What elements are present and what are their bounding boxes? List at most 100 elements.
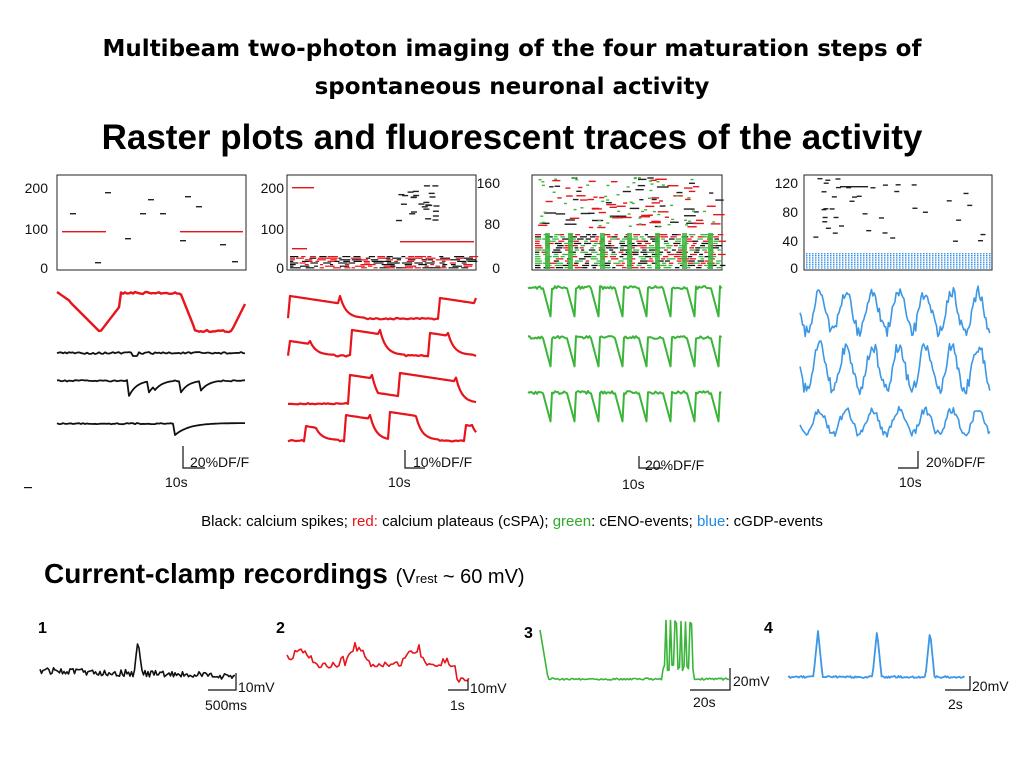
raster4-dense-band xyxy=(836,262,838,264)
cc3-scale-bar xyxy=(690,668,731,691)
raster2-dense-band xyxy=(373,267,378,269)
raster4-dense-band xyxy=(986,265,988,267)
raster3-dense-band xyxy=(565,249,571,251)
raster4-dense-band xyxy=(932,260,934,262)
raster4-dense-band xyxy=(872,256,874,258)
raster4-dense-band xyxy=(923,265,925,267)
raster3-dense-band xyxy=(585,260,590,262)
raster4-dense-band xyxy=(818,263,820,265)
raster3-green-event xyxy=(692,210,696,212)
trace1-black-spikes xyxy=(56,422,245,436)
raster4-dense-band xyxy=(977,256,979,258)
raster4-dense-band xyxy=(989,253,991,255)
raster2-dense-band xyxy=(351,267,356,269)
raster3-green-event xyxy=(667,223,671,226)
raster2-dense-band xyxy=(441,260,446,262)
raster2-spike xyxy=(423,201,430,204)
raster3-green-event xyxy=(597,219,601,222)
raster3-dense-band xyxy=(666,251,671,253)
raster3-dense-band xyxy=(594,262,601,264)
raster4-dense-band xyxy=(842,254,844,256)
raster4-dense-band xyxy=(977,267,979,269)
raster1-frame xyxy=(56,174,247,271)
raster4-dense-band xyxy=(833,258,835,260)
raster4-dense-band xyxy=(884,258,886,260)
raster3-event xyxy=(565,187,571,189)
raster4-dense-band xyxy=(815,263,817,265)
raster4-dense-band xyxy=(953,265,955,267)
raster3-dense-band xyxy=(672,258,676,260)
raster3-event xyxy=(639,198,644,201)
title-line-2: spontaneous neuronal activity xyxy=(314,74,710,100)
raster4-dense-band xyxy=(926,265,928,267)
raster3-dense-band xyxy=(583,256,591,258)
raster3-dense-band xyxy=(555,258,564,260)
raster4-dense-band xyxy=(851,265,853,267)
trace4-blue-gdp xyxy=(799,340,991,396)
raster4-dense-band xyxy=(917,256,919,258)
raster3-dense-band xyxy=(570,238,576,240)
raster3-dense-band xyxy=(636,245,642,247)
raster4-dense-band xyxy=(980,254,982,256)
raster4-dense-band xyxy=(935,265,937,267)
raster3-event xyxy=(645,205,655,208)
cc1-scale-y: 10mV xyxy=(238,679,275,695)
raster4-dense-band xyxy=(815,258,817,260)
raster2-dense-band xyxy=(301,256,306,258)
raster4-dense-band xyxy=(896,263,898,265)
raster2-dense-band xyxy=(359,259,368,261)
cc3-scale-x: 20s xyxy=(693,694,716,710)
raster4-dense-band xyxy=(875,262,877,264)
raster3-dense-band xyxy=(590,258,599,260)
raster3-dense-band xyxy=(644,234,649,236)
raster3-dense-band xyxy=(573,242,582,245)
raster3-dense-band xyxy=(663,242,670,245)
raster4-dense-band xyxy=(959,256,961,258)
raster3-dense-band xyxy=(662,256,669,258)
raster3-event xyxy=(606,203,617,206)
raster3-dense-band xyxy=(637,262,645,264)
raster4-spike xyxy=(823,208,829,210)
raster2-dense-band xyxy=(396,259,402,261)
raster3-dense-band xyxy=(619,242,625,245)
raster3-dense-band xyxy=(613,262,621,264)
raster4-dense-band xyxy=(974,256,976,258)
raster4-dense-band xyxy=(836,256,838,258)
raster4-dense-band xyxy=(830,260,832,262)
raster4-dense-band xyxy=(875,263,877,265)
raster4-dense-band xyxy=(962,262,964,264)
raster3-dense-band xyxy=(619,256,624,258)
raster3-event xyxy=(647,177,654,179)
raster4-dense-band xyxy=(827,265,829,267)
raster4-dense-band xyxy=(980,253,982,255)
raster4-dense-band xyxy=(959,262,961,264)
raster4-dense-band xyxy=(830,254,832,256)
raster2-dense-band xyxy=(373,262,384,264)
raster4-dense-band xyxy=(890,267,892,269)
raster2-dense-band xyxy=(309,257,317,259)
raster3-dense-band xyxy=(592,234,597,236)
raster3-dense-band xyxy=(689,249,697,251)
raster4-dense-band xyxy=(881,262,883,264)
raster4-dense-band xyxy=(953,262,955,264)
raster4-dense-band xyxy=(923,254,925,256)
stray-mark xyxy=(24,487,32,489)
raster3-green-burst xyxy=(655,233,660,269)
raster4-dense-band xyxy=(965,253,967,255)
raster2-dense-band xyxy=(450,259,461,261)
raster4-dense-band xyxy=(920,265,922,267)
raster4-dense-band xyxy=(896,265,898,267)
raster4-dense-band xyxy=(959,254,961,256)
raster3-dense-band xyxy=(645,256,652,258)
raster3-dense-band xyxy=(552,251,559,253)
raster3-dense-band xyxy=(574,249,579,251)
raster3-event xyxy=(588,180,596,183)
raster2-dense-band xyxy=(305,267,315,269)
raster4-dense-band xyxy=(950,267,952,269)
raster4-dense-band xyxy=(908,254,910,256)
raster4-dense-band xyxy=(860,267,862,269)
raster3-dense-band xyxy=(669,238,675,240)
raster4-dense-band xyxy=(950,256,952,258)
raster2-dense-band xyxy=(422,260,427,262)
raster3-dense-band xyxy=(591,251,598,253)
